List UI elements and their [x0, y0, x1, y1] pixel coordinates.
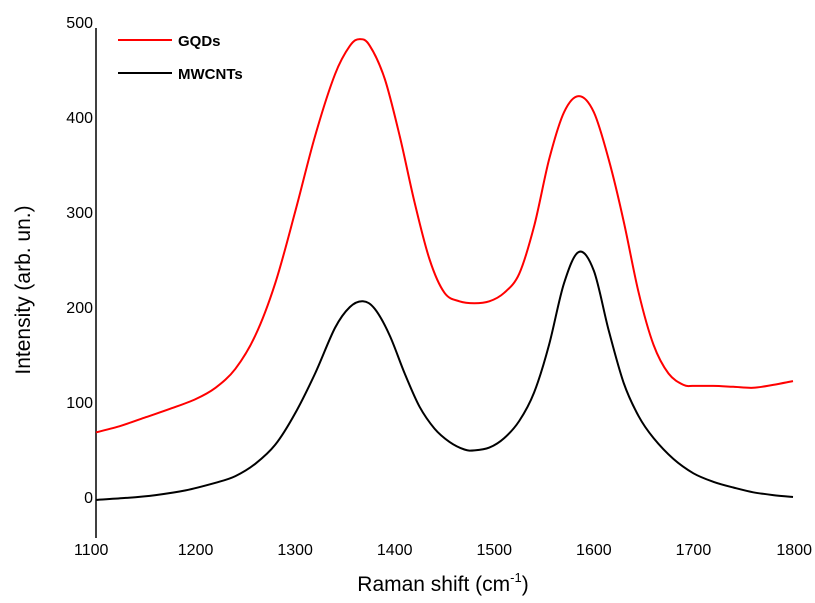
x-axis-title-suffix: ) — [522, 573, 529, 596]
x-axis-title-superscript: -1 — [510, 570, 522, 585]
legend: GQDs MWCNTs — [118, 33, 243, 83]
series-line-gqds — [95, 38, 794, 434]
x-axis-title-main: Raman shift (cm — [357, 573, 510, 596]
series-layer — [95, 38, 794, 501]
legend-label-mwcnts: MWCNTs — [178, 66, 243, 83]
x-tick-label-1800: 1800 — [776, 542, 812, 559]
x-tick-label-1300: 1300 — [277, 542, 313, 559]
y-tick-label-200: 200 — [66, 300, 93, 317]
y-axis-title: Intensity (arb. un.) — [12, 205, 35, 374]
x-axis-title: Raman shift (cm-1) — [357, 570, 528, 596]
x-tick-label-1600: 1600 — [576, 542, 612, 559]
y-tick-labels: 0 100 200 300 400 500 — [66, 15, 93, 507]
y-tick-label-0: 0 — [84, 490, 93, 507]
y-tick-label-100: 100 — [66, 395, 93, 412]
x-tick-label-1200: 1200 — [178, 542, 214, 559]
x-tick-label-1400: 1400 — [377, 542, 413, 559]
series-line-mwcnts — [95, 250, 794, 501]
x-tick-labels: 1100 1200 1300 1400 1500 1600 1700 1800 — [74, 542, 812, 559]
x-tick-label-1500: 1500 — [476, 542, 512, 559]
legend-label-gqds: GQDs — [178, 33, 221, 50]
y-tick-label-300: 300 — [66, 205, 93, 222]
y-tick-label-500: 500 — [66, 15, 93, 32]
y-tick-label-400: 400 — [66, 110, 93, 127]
x-tick-label-1100: 1100 — [74, 542, 109, 559]
x-tick-label-1700: 1700 — [676, 542, 712, 559]
